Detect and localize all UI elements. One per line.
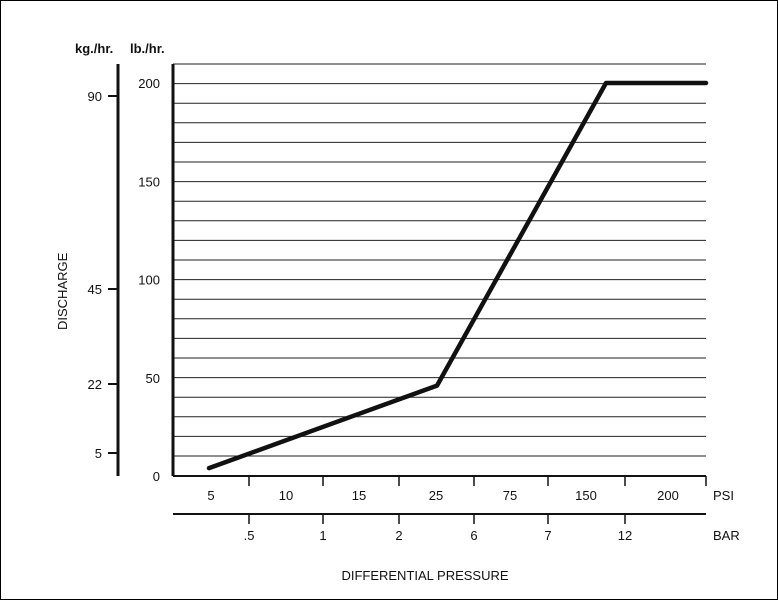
psi-tick-label-25: 25 [429, 488, 443, 503]
psi-tick-label-15: 15 [352, 488, 366, 503]
bar-tick-label-7: 7 [544, 528, 551, 543]
tick-marks [108, 95, 707, 524]
kg-tick-label-90: 90 [88, 89, 102, 104]
grid-lines [173, 63, 706, 457]
kg-unit-label: kg./hr. [75, 41, 113, 56]
lb-tick-label-200: 200 [138, 76, 160, 91]
psi-tick-label-5: 5 [207, 488, 214, 503]
psi-unit-label: PSI [713, 488, 734, 503]
series [206, 80, 709, 471]
discharge-curve [206, 80, 709, 471]
bar-tick-label-2: 2 [395, 528, 402, 543]
bar-tick-label-6: 6 [470, 528, 477, 543]
bar-tick-label-12: 12 [618, 528, 632, 543]
bar-tick-label-.5: .5 [244, 528, 255, 543]
kg-tick-label-22: 22 [88, 377, 102, 392]
psi-tick-label-75: 75 [503, 488, 517, 503]
psi-tick-label-10: 10 [279, 488, 293, 503]
psi-tick-label-150: 150 [575, 488, 597, 503]
lb-tick-label-150: 150 [138, 174, 160, 189]
x-axis-label: DIFFERENTIAL PRESSURE [341, 568, 508, 583]
psi-tick-label-200: 200 [657, 488, 679, 503]
lb-tick-label-50: 50 [146, 371, 160, 386]
bar-unit-label: BAR [713, 528, 740, 543]
axes [116, 64, 706, 515]
lb-tick-label-0: 0 [153, 469, 160, 484]
lb-unit-label: lb./hr. [130, 41, 165, 56]
lb-tick-label-100: 100 [138, 273, 160, 288]
kg-tick-label-45: 45 [88, 282, 102, 297]
bar-tick-label-1: 1 [319, 528, 326, 543]
kg-tick-label-5: 5 [95, 446, 102, 461]
y-axis-label: DISCHARGE [55, 252, 70, 330]
